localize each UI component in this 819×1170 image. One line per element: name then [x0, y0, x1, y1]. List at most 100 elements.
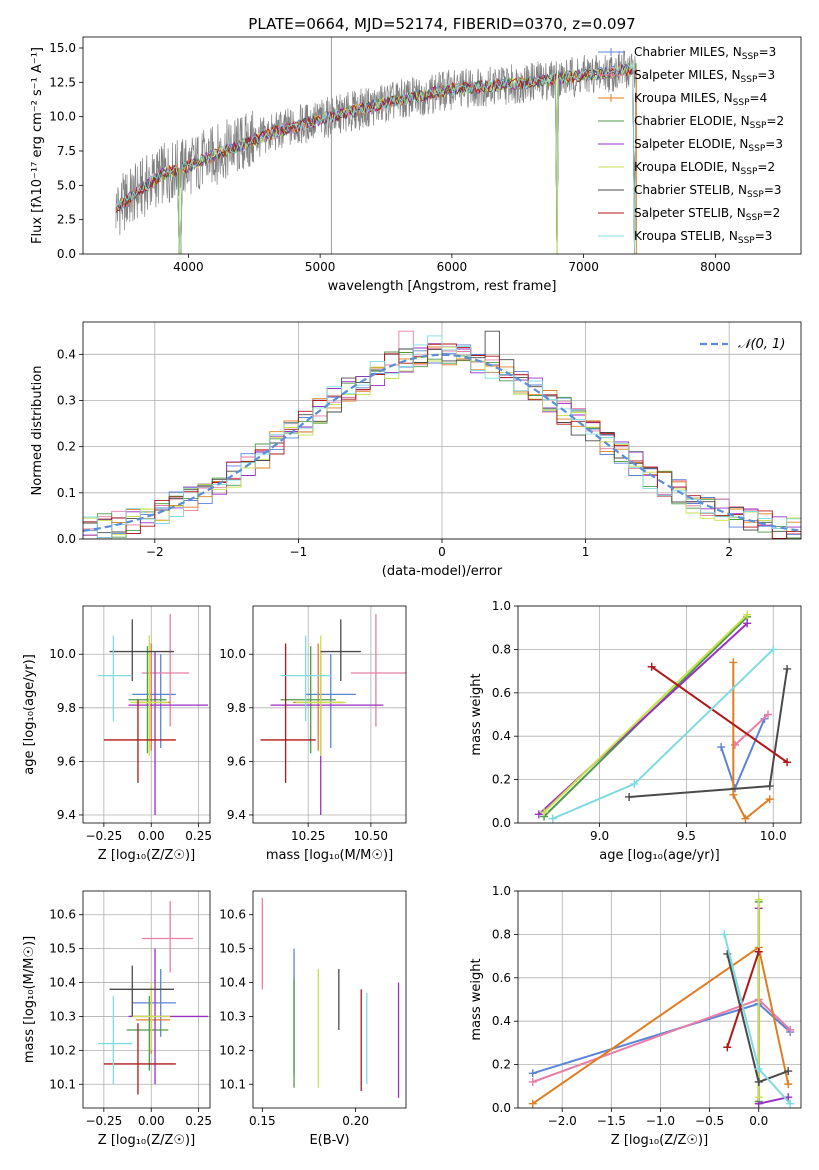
tick-label-y: 10.2 [219, 1043, 246, 1057]
legend-label-suffix: =3 [755, 229, 773, 243]
legend-label: Salpeter ELODIE, NSSP=3 [634, 137, 783, 154]
data-point [528, 1077, 537, 1086]
tick-label-x: −2 [146, 545, 164, 559]
legend-label-sub: SSP [748, 144, 765, 154]
legend-label-text: Salpeter ELODIE, N [634, 137, 748, 151]
tick-label-y: 0.4 [57, 347, 76, 361]
legend-label: Kroupa MILES, NSSP=4 [634, 91, 767, 108]
series-salpeter-stelib [647, 662, 792, 767]
tick-label-x: −0.5 [695, 1114, 724, 1128]
errorbar-chabrier-elodie [126, 996, 169, 1071]
axis-label-x: Z [log₁₀(Z/Z☉)] [98, 848, 195, 863]
axis-label-x: (data-model)/error [382, 564, 503, 579]
tick-label-x: 0.0 [749, 1114, 768, 1128]
data-spectrum [115, 50, 637, 236]
data-point [786, 1099, 795, 1108]
series-line [543, 613, 748, 813]
tick-label-y: 9.4 [227, 808, 246, 822]
tick-label-y: 0.4 [492, 729, 511, 743]
axes-spectrum: 4000 5000 6000 7000 8000 0.0 2.5 5.0 7.5 10.0 12.5… [30, 15, 802, 294]
series-kroupa-miles [729, 658, 774, 823]
tick-label-y: 9.6 [227, 754, 246, 768]
tick-label-y: 15.0 [49, 41, 76, 55]
data-point [754, 1077, 763, 1086]
tick-label-y: 0.0 [492, 1101, 511, 1115]
axis-label-x: age [log₁₀(age/yr)] [599, 848, 720, 863]
data-point [765, 782, 774, 791]
histogram-chabrier-stelib [83, 330, 801, 539]
legend-label-text: Kroupa STELIB, N [634, 229, 738, 243]
tick-label-y: 10.2 [49, 1043, 76, 1057]
data-point [630, 779, 639, 788]
series-kroupa-stelib [720, 930, 795, 1108]
data-point [783, 664, 792, 673]
axes-mass-vs-EBV: 0.15 0.20 10.1 10.2 10.3 10.4 10.5 10.6 E(B-V) [219, 890, 407, 1148]
tick-label-x: 4000 [173, 260, 204, 274]
tick-label-x: 0.00 [138, 1114, 165, 1128]
axis-label-y: Normed distribution [30, 366, 45, 496]
legend-label-normal: 𝒩(0, 1) [738, 337, 785, 352]
axis-label-x: Z [log₁₀(Z/Z☉)] [98, 1133, 195, 1148]
axis-label-x: wavelength [Angstrom, rest frame] [328, 279, 557, 294]
axes-residuals: −2 −1 0 1 2 0.0 0.1 0.2 0.3 0.4 (data-model)/error… [30, 321, 802, 579]
tick-label-x: 8000 [700, 260, 731, 274]
legend-label-suffix: =3 [759, 45, 777, 59]
legend-label-suffix: =2 [763, 206, 781, 220]
tick-label-y: 0.3 [57, 393, 76, 407]
tick-label-x: 0.25 [185, 829, 212, 843]
data-point [548, 814, 557, 823]
legend-label-sub: SSP [741, 75, 758, 85]
plot-area [98, 614, 209, 815]
legend-label: Salpeter STELIB, NSSP=2 [634, 206, 780, 223]
data-point [754, 947, 763, 956]
tick-label-y: 9.8 [227, 701, 246, 715]
data-point [729, 790, 738, 799]
legend-label-sub: SSP [747, 190, 764, 200]
errorbar-salpeter-stelib [103, 1023, 176, 1095]
series-line [734, 713, 769, 746]
axes-age-vs-mass: 10.25 10.50 9.4 9.6 9.8 10.0 mass [log₁₀(M/M☉)… [219, 605, 407, 863]
series-salpeter-miles [528, 995, 795, 1086]
axis-label-y: mass weight [469, 958, 484, 1040]
errorbar-salpeter-stelib [260, 643, 316, 783]
errorbar-kroupa-miles [136, 985, 171, 1054]
tick-label-x: 1 [582, 545, 590, 559]
tick-label-x: 6000 [437, 260, 468, 274]
axes-frame [82, 890, 211, 1109]
legend-label-text: Chabrier ELODIE, N [634, 114, 750, 128]
data-point [741, 814, 750, 823]
legend-label: Salpeter MILES, NSSP=3 [634, 68, 775, 85]
tick-label-x: 2 [725, 545, 733, 559]
series-line [726, 951, 760, 1048]
legend-label-sub: SSP [738, 236, 755, 246]
legend-label-text: Kroupa ELODIE, N [634, 160, 741, 174]
tick-label-x: −0.25 [85, 829, 122, 843]
legend-label: Kroupa STELIB, NSSP=3 [634, 229, 772, 246]
data-point [723, 1043, 732, 1052]
tick-label-x: −1 [290, 545, 308, 559]
data-point [717, 743, 726, 752]
axis-label-y: mass [log₁₀(M/M☉)] [22, 936, 37, 1063]
tick-label-x: 10.0 [760, 829, 787, 843]
data-point [754, 1064, 763, 1073]
plot-area [534, 610, 792, 823]
tick-label-y: 0.6 [492, 971, 511, 985]
axis-label-x: E(B-V) [309, 1133, 349, 1148]
errorbar-chabrier-miles [305, 654, 356, 748]
tick-label-y: 0.8 [492, 927, 511, 941]
tick-label-x: 5000 [305, 260, 336, 274]
tick-label-y: 0.6 [492, 686, 511, 700]
data-point [528, 1069, 537, 1078]
tick-label-y: 10.0 [49, 110, 76, 124]
tick-label-y: 10.1 [219, 1077, 246, 1091]
legend-label-suffix: =3 [764, 183, 782, 197]
series-line [629, 668, 789, 798]
tick-label-y: 1.0 [492, 599, 511, 613]
tick-label-y: 10.6 [219, 908, 246, 922]
tick-label-y: 9.4 [57, 808, 76, 822]
data-point [534, 810, 543, 819]
legend-label-text: Salpeter MILES, N [634, 68, 741, 82]
data-point [786, 1025, 795, 1034]
errorbar-kroupa-elodie [295, 635, 346, 757]
